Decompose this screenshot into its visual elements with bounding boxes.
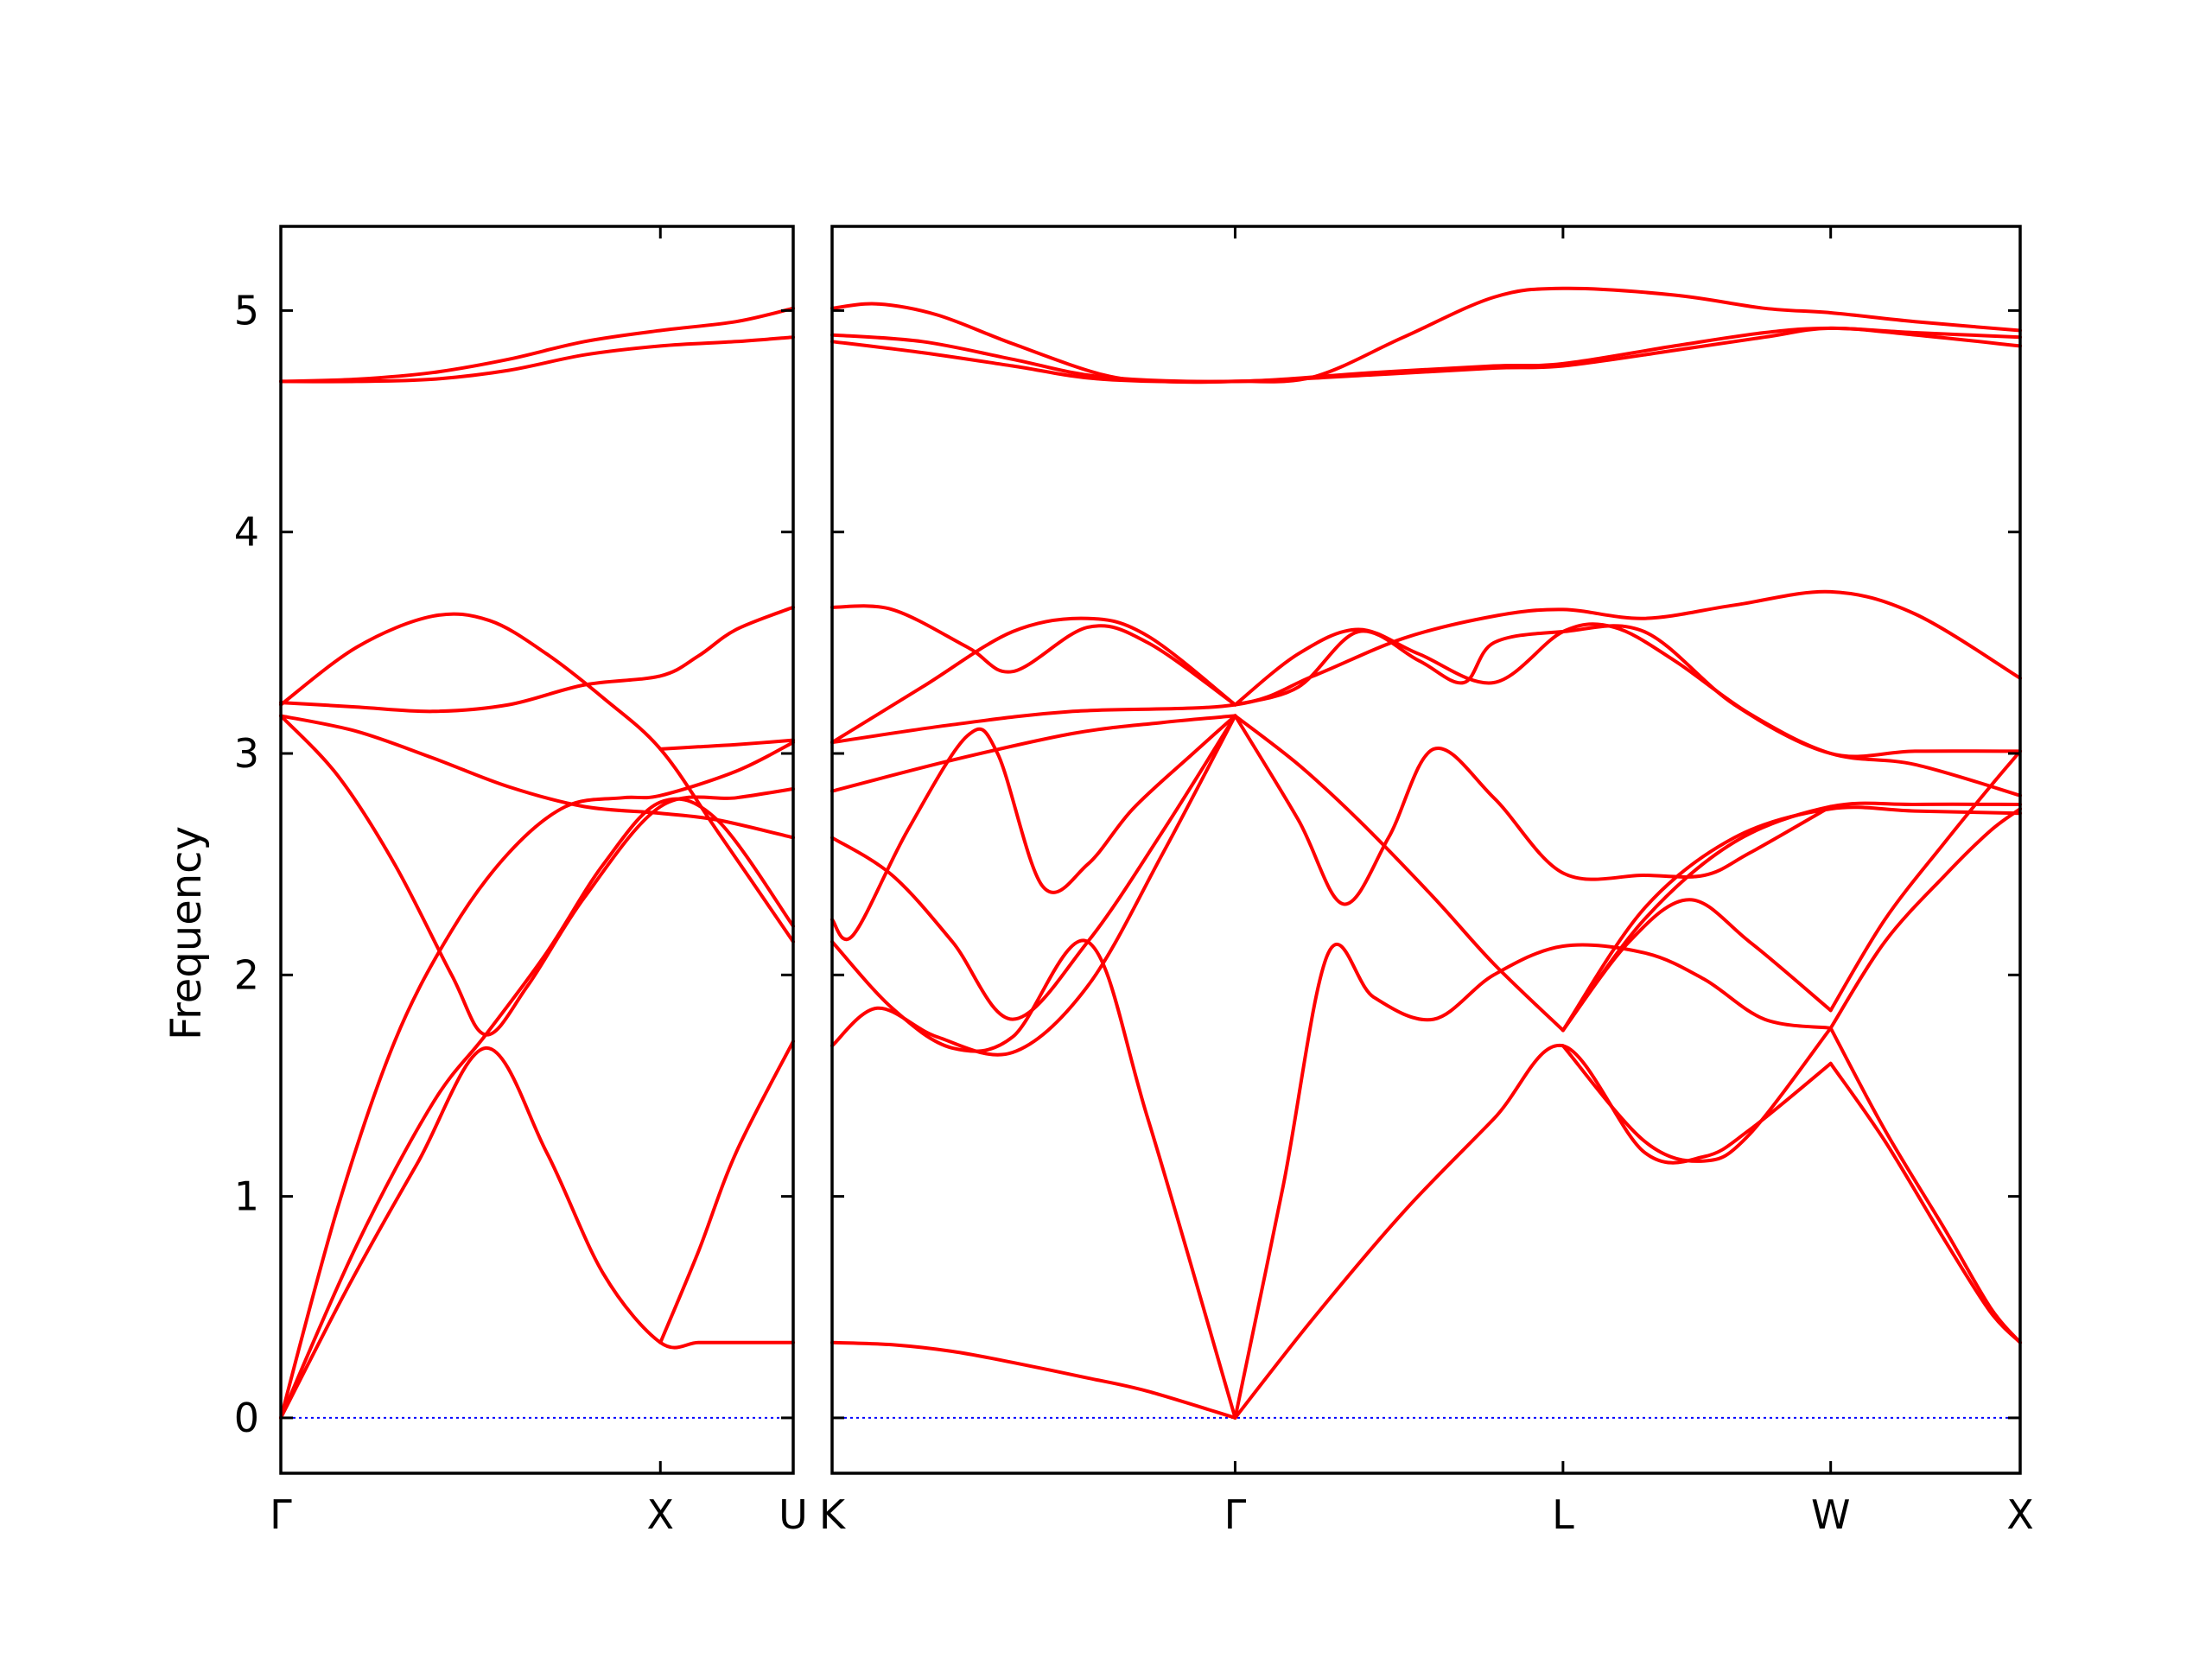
y-tick-labels: 0 1 2 3 4 5 (234, 287, 259, 1441)
x-tick-label: Γ (270, 1491, 292, 1538)
x-tick-label: U (779, 1491, 808, 1538)
y-tick-label: 4 (234, 509, 259, 556)
band-line (279, 605, 795, 714)
band-line (1560, 1026, 1833, 1163)
band-line (279, 741, 795, 1420)
band-line (830, 1340, 1237, 1420)
axes-frame (830, 225, 2022, 1475)
band-line (1828, 807, 2022, 1030)
band-line (1828, 1061, 2022, 1344)
x-tick-label: X (2006, 1491, 2034, 1538)
band-line (830, 714, 1237, 793)
band-line (279, 797, 795, 1420)
y-tick-label: 0 (234, 1395, 259, 1441)
x-tick-label: Γ (1224, 1491, 1247, 1538)
band-line (1233, 1044, 1833, 1420)
band-line (1233, 624, 2022, 759)
band-line (830, 604, 1237, 707)
y-tick-label: 2 (234, 951, 259, 998)
band-line (1233, 714, 1565, 1033)
band-line (1828, 1026, 2022, 1344)
band-line (830, 714, 1237, 942)
band-line (1233, 622, 2022, 798)
x-tick-label: L (1552, 1491, 1574, 1538)
band-line (830, 938, 1237, 1420)
band-line (658, 738, 795, 751)
band-line (658, 1039, 795, 1344)
band-line (1233, 942, 1833, 1420)
band-line (830, 326, 2022, 384)
band-line (830, 616, 1237, 745)
band-line (279, 612, 795, 944)
band-line (830, 286, 2022, 385)
y-tick-label: 1 (234, 1173, 259, 1220)
band-line (830, 714, 1237, 1021)
band-line (279, 714, 795, 840)
y-axis-label: Frequency (162, 826, 211, 1040)
x-tick-label: K (819, 1491, 847, 1538)
x-tick-label: X (647, 1491, 675, 1538)
band-line (279, 306, 795, 384)
band-line (279, 714, 795, 1037)
band-line (1828, 749, 2022, 1013)
band-line (830, 589, 2022, 745)
band-line (830, 714, 1237, 1057)
band-line (1560, 801, 2022, 1033)
x-tick-label: W (1811, 1491, 1850, 1538)
y-tick-label: 5 (234, 287, 259, 334)
band-line (279, 1046, 795, 1420)
axes-frame (279, 225, 795, 1475)
y-tick-label: 3 (234, 730, 259, 777)
band-line (279, 335, 795, 384)
band-line (1560, 805, 2022, 1033)
band-line (1233, 714, 1833, 906)
